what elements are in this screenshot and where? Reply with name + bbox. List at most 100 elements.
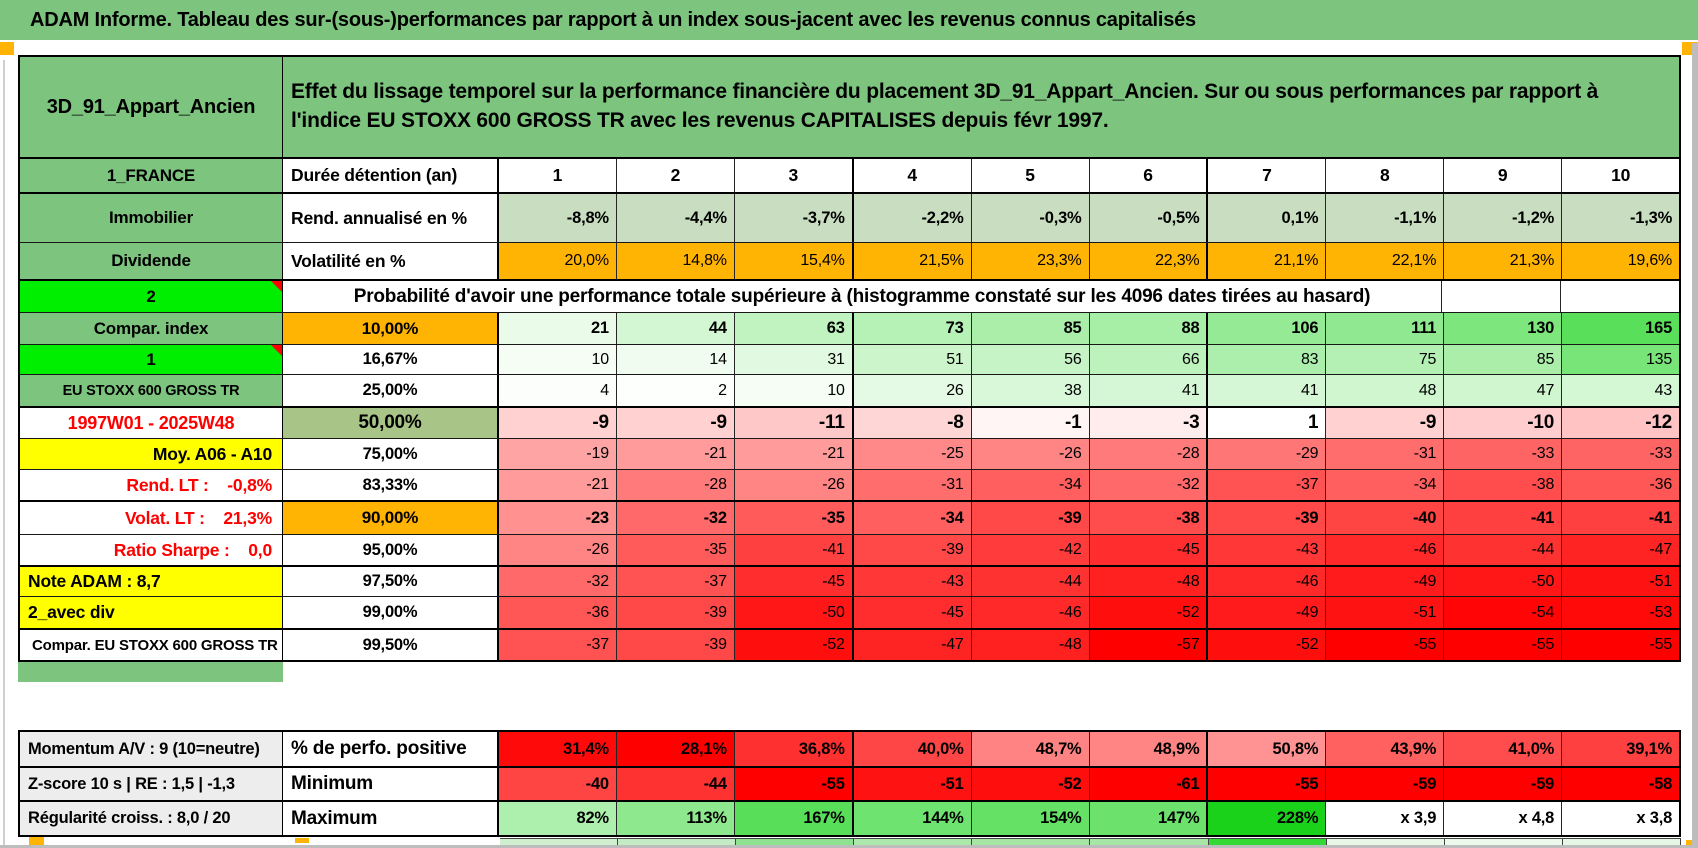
- cell-p75-6[interactable]: -28: [1089, 439, 1209, 469]
- row-label-p99[interactable]: 2_avec div: [20, 597, 283, 628]
- quantile-label-p95[interactable]: 95,00%: [283, 535, 499, 565]
- cell-p16-67-5[interactable]: 56: [971, 345, 1090, 374]
- cell-volat-5[interactable]: 23,3%: [971, 243, 1090, 279]
- cell-p99-5-7[interactable]: -52: [1208, 630, 1327, 660]
- cell-p99-5[interactable]: -46: [971, 597, 1090, 628]
- cell-p90-2[interactable]: -32: [616, 502, 735, 534]
- cell-minimum-8[interactable]: -59: [1326, 768, 1445, 800]
- cell-p10-1[interactable]: 21: [499, 313, 617, 344]
- cell-minimum-4[interactable]: -51: [853, 768, 972, 800]
- cell-maximum-8[interactable]: x 3,9: [1326, 802, 1445, 835]
- cell-p75-8[interactable]: -31: [1326, 439, 1445, 469]
- cell-perfo-positive-7[interactable]: 50,8%: [1208, 732, 1327, 766]
- quantile-label-p75[interactable]: 75,00%: [283, 439, 499, 469]
- cell-duration-10[interactable]: 10: [1562, 159, 1680, 192]
- quantile-label-p16-67[interactable]: 16,67%: [283, 345, 499, 374]
- cell-p83-33-4[interactable]: -31: [853, 470, 972, 500]
- quantile-label-minimum[interactable]: Minimum: [283, 768, 499, 800]
- cell-maximum-2[interactable]: 113%: [616, 802, 735, 835]
- row-label-p10[interactable]: Compar. index: [20, 313, 283, 344]
- cell-p25-2[interactable]: 2: [616, 375, 735, 406]
- cell-p99-5-2[interactable]: -39: [616, 630, 735, 660]
- cell-p16-67-4[interactable]: 51: [853, 345, 972, 374]
- quantile-label-maximum[interactable]: Maximum: [283, 802, 499, 835]
- cell-p10-10[interactable]: 165: [1562, 313, 1680, 344]
- cell-p83-33-3[interactable]: -26: [734, 470, 854, 500]
- cell-p90-6[interactable]: -38: [1089, 502, 1209, 534]
- cell-maximum-6[interactable]: 147%: [1089, 802, 1209, 835]
- cell-p50-10[interactable]: -12: [1562, 408, 1680, 438]
- cell-p97-5-6[interactable]: -48: [1089, 567, 1209, 596]
- cell-rend-1[interactable]: -8,8%: [499, 194, 617, 242]
- cell-p16-67-10[interactable]: 135: [1562, 345, 1680, 374]
- cell-duration-1[interactable]: 1: [499, 159, 617, 192]
- row-label-volat[interactable]: Dividende: [20, 243, 283, 279]
- row-label-p90[interactable]: Volat. LT : 21,3%: [20, 502, 283, 534]
- cell-rend-4[interactable]: -2,2%: [853, 194, 972, 242]
- cell-p99-5-10[interactable]: -55: [1562, 630, 1680, 660]
- cell-p99-5-1[interactable]: -37: [499, 630, 617, 660]
- cell-p97-5-2[interactable]: -37: [616, 567, 735, 596]
- empty-cell-probability-9[interactable]: [1442, 281, 1561, 312]
- cell-p97-5-7[interactable]: -46: [1208, 567, 1327, 596]
- placement-name-cell[interactable]: 3D_91_Appart_Ancien: [20, 57, 283, 157]
- cell-perfo-positive-3[interactable]: 36,8%: [734, 732, 854, 766]
- cell-p99-5-6[interactable]: -57: [1089, 630, 1209, 660]
- cell-p90-7[interactable]: -39: [1208, 502, 1327, 534]
- cell-p75-1[interactable]: -19: [499, 439, 617, 469]
- cell-p97-5-8[interactable]: -49: [1326, 567, 1445, 596]
- cell-rend-10[interactable]: -1,3%: [1562, 194, 1680, 242]
- cell-p83-33-1[interactable]: -21: [499, 470, 617, 500]
- cell-volat-1[interactable]: 20,0%: [499, 243, 617, 279]
- cell-p95-4[interactable]: -39: [853, 535, 972, 565]
- cell-p90-8[interactable]: -40: [1326, 502, 1445, 534]
- cell-p99-6[interactable]: -52: [1089, 597, 1209, 628]
- cell-duration-8[interactable]: 8: [1326, 159, 1445, 192]
- quantile-label-p90[interactable]: 90,00%: [283, 502, 499, 534]
- cell-p75-4[interactable]: -25: [853, 439, 972, 469]
- cell-perfo-positive-5[interactable]: 48,7%: [971, 732, 1090, 766]
- row-label-p75[interactable]: Moy. A06 - A10: [20, 439, 283, 469]
- row-label-p99-5[interactable]: Compar. EU STOXX 600 GROSS TR: [20, 630, 283, 660]
- cell-p16-67-1[interactable]: 10: [499, 345, 617, 374]
- cell-duration-4[interactable]: 4: [853, 159, 972, 192]
- cell-p95-8[interactable]: -46: [1326, 535, 1445, 565]
- cell-rend-6[interactable]: -0,5%: [1089, 194, 1209, 242]
- row-label-p83-33[interactable]: Rend. LT : -0,8%: [20, 470, 283, 500]
- cell-p99-10[interactable]: -53: [1562, 597, 1680, 628]
- cell-p75-10[interactable]: -33: [1562, 439, 1680, 469]
- cell-rend-2[interactable]: -4,4%: [616, 194, 735, 242]
- cell-p10-4[interactable]: 73: [853, 313, 972, 344]
- quantile-label-p10[interactable]: 10,00%: [283, 313, 499, 344]
- cell-p25-6[interactable]: 41: [1089, 375, 1209, 406]
- sheet-title-cell[interactable]: ADAM Informe. Tableau des sur-(sous-)per…: [0, 0, 1698, 40]
- cell-perfo-positive-4[interactable]: 40,0%: [853, 732, 972, 766]
- cell-perfo-positive-1[interactable]: 31,4%: [499, 732, 617, 766]
- cell-p50-8[interactable]: -9: [1326, 408, 1445, 438]
- cell-p99-1[interactable]: -36: [499, 597, 617, 628]
- cell-p99-5-9[interactable]: -55: [1444, 630, 1563, 660]
- cell-p75-7[interactable]: -29: [1208, 439, 1327, 469]
- cell-maximum-10[interactable]: x 3,8: [1562, 802, 1680, 835]
- cell-p10-9[interactable]: 130: [1444, 313, 1563, 344]
- cell-p50-1[interactable]: -9: [499, 408, 617, 438]
- quantile-label-p50[interactable]: 50,00%: [283, 408, 499, 438]
- row-label-p50[interactable]: 1997W01 - 2025W48: [20, 408, 283, 438]
- cell-p95-2[interactable]: -35: [616, 535, 735, 565]
- cell-p95-1[interactable]: -26: [499, 535, 617, 565]
- cell-duration-3[interactable]: 3: [734, 159, 854, 192]
- cell-p95-5[interactable]: -42: [971, 535, 1090, 565]
- cell-volat-7[interactable]: 21,1%: [1208, 243, 1327, 279]
- cell-p25-9[interactable]: 47: [1444, 375, 1563, 406]
- cell-minimum-5[interactable]: -52: [971, 768, 1090, 800]
- cell-perfo-positive-2[interactable]: 28,1%: [616, 732, 735, 766]
- cell-p97-5-4[interactable]: -43: [853, 567, 972, 596]
- cell-rend-5[interactable]: -0,3%: [971, 194, 1090, 242]
- row-label-perfo-positive[interactable]: Momentum A/V : 9 (10=neutre): [20, 732, 283, 766]
- cell-p99-2[interactable]: -39: [616, 597, 735, 628]
- cell-p50-3[interactable]: -11: [734, 408, 854, 438]
- cell-duration-6[interactable]: 6: [1089, 159, 1209, 192]
- cell-p25-8[interactable]: 48: [1326, 375, 1445, 406]
- cell-p97-5-10[interactable]: -51: [1562, 567, 1680, 596]
- cell-minimum-10[interactable]: -58: [1562, 768, 1680, 800]
